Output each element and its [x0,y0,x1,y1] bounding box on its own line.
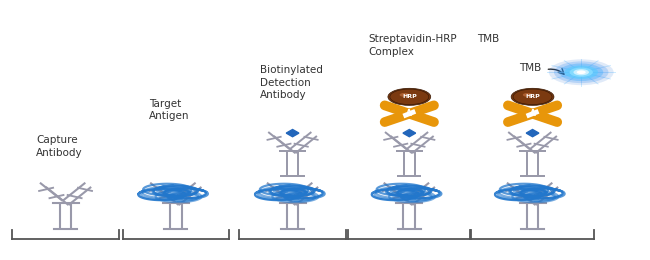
Circle shape [388,88,431,105]
Text: A: A [530,109,536,118]
Polygon shape [286,129,299,137]
Circle shape [390,89,429,105]
Circle shape [573,69,589,75]
Circle shape [564,66,598,79]
Circle shape [554,61,608,83]
Text: Capture
Antibody: Capture Antibody [36,135,83,158]
Circle shape [523,93,532,97]
Circle shape [511,88,554,105]
Circle shape [559,63,603,81]
Text: A: A [406,109,412,118]
Text: HRP: HRP [402,94,417,99]
Text: Target
Antigen: Target Antigen [149,99,189,121]
Text: Streptavidin-HRP
Complex: Streptavidin-HRP Complex [369,34,457,57]
Circle shape [513,89,552,105]
Text: Biotinylated
Detection
Antibody: Biotinylated Detection Antibody [260,65,323,100]
Polygon shape [403,129,416,137]
Circle shape [569,68,593,77]
Polygon shape [526,129,539,137]
Circle shape [577,70,586,74]
Text: TMB: TMB [519,63,541,73]
Circle shape [400,93,410,97]
Text: HRP: HRP [525,94,540,99]
Text: TMB: TMB [477,34,500,44]
Circle shape [549,59,614,85]
